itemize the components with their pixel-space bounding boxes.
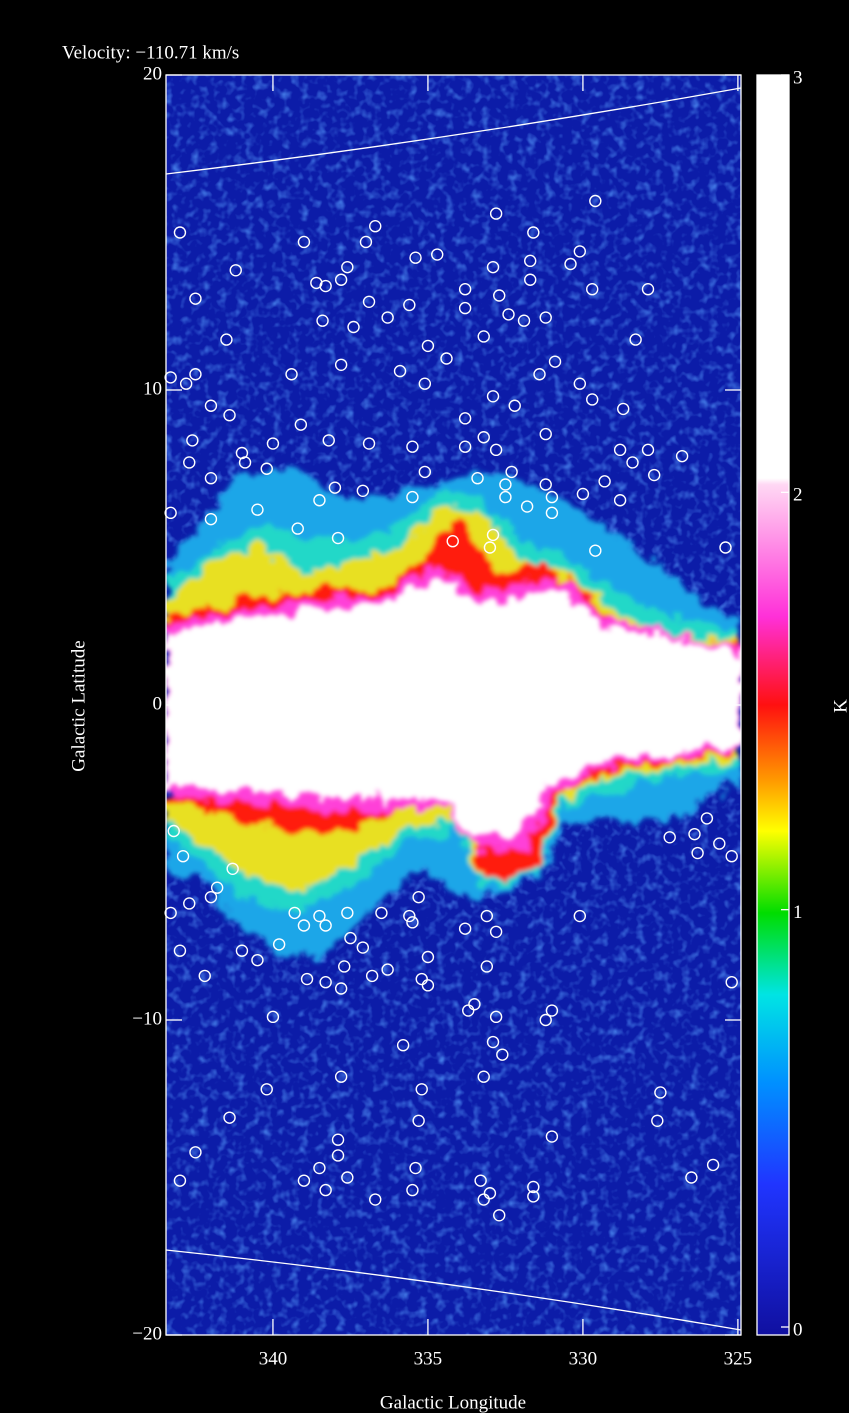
- x-tick-label: 335: [414, 1348, 443, 1369]
- colorbar-tick-label: 2: [793, 485, 803, 506]
- x-tick-label: 325: [724, 1348, 753, 1369]
- chart: Velocity: −110.71 km/s Galactic Longitud…: [0, 0, 849, 1413]
- x-tick-label: 340: [259, 1348, 288, 1369]
- intensity-map: [166, 75, 741, 1335]
- colorbar-tick-label: 0: [793, 1319, 803, 1340]
- colorbar-label: K: [830, 699, 849, 713]
- chart-title: Velocity: −110.71 km/s: [62, 42, 239, 63]
- colorbar-tick-label: 1: [793, 902, 803, 923]
- y-tick-label: 10: [143, 378, 162, 399]
- y-axis-label: Galactic Latitude: [68, 640, 89, 771]
- page: Velocity: −110.71 km/s Galactic Longitud…: [0, 0, 849, 1413]
- y-tick-label: −20: [132, 1323, 162, 1344]
- colorbar-tick-label: 3: [793, 67, 803, 88]
- y-tick-label: 20: [143, 63, 162, 84]
- y-tick-label: −10: [132, 1008, 162, 1029]
- x-axis-label: Galactic Longitude: [380, 1392, 526, 1413]
- x-tick-label: 330: [569, 1348, 598, 1369]
- y-tick-label: 0: [153, 693, 163, 714]
- colorbar: [757, 75, 789, 1335]
